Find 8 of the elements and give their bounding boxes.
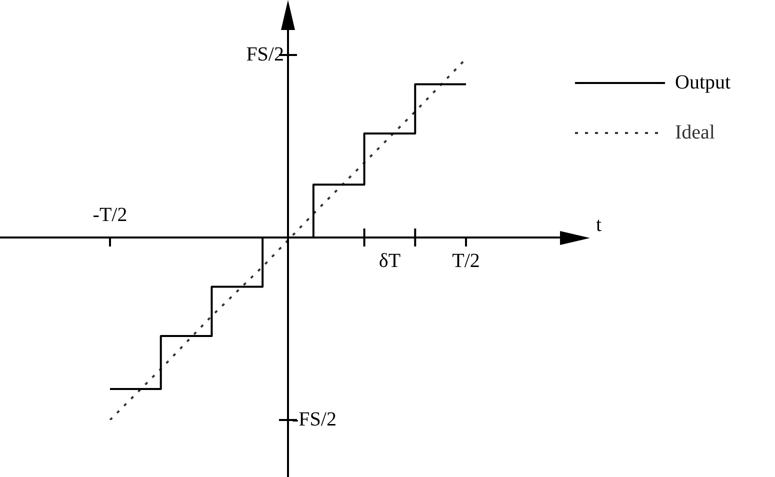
annotation: δT (378, 250, 401, 272)
x-tick-label: T/2 (452, 250, 480, 272)
legend-label: Ideal (675, 121, 716, 144)
text: t (596, 214, 602, 236)
annotation: FS/2 (246, 43, 284, 66)
legend-label: Output (675, 71, 731, 94)
annotation: -FS/2 (292, 408, 336, 430)
x-tick-label: -T/2 (92, 204, 128, 226)
